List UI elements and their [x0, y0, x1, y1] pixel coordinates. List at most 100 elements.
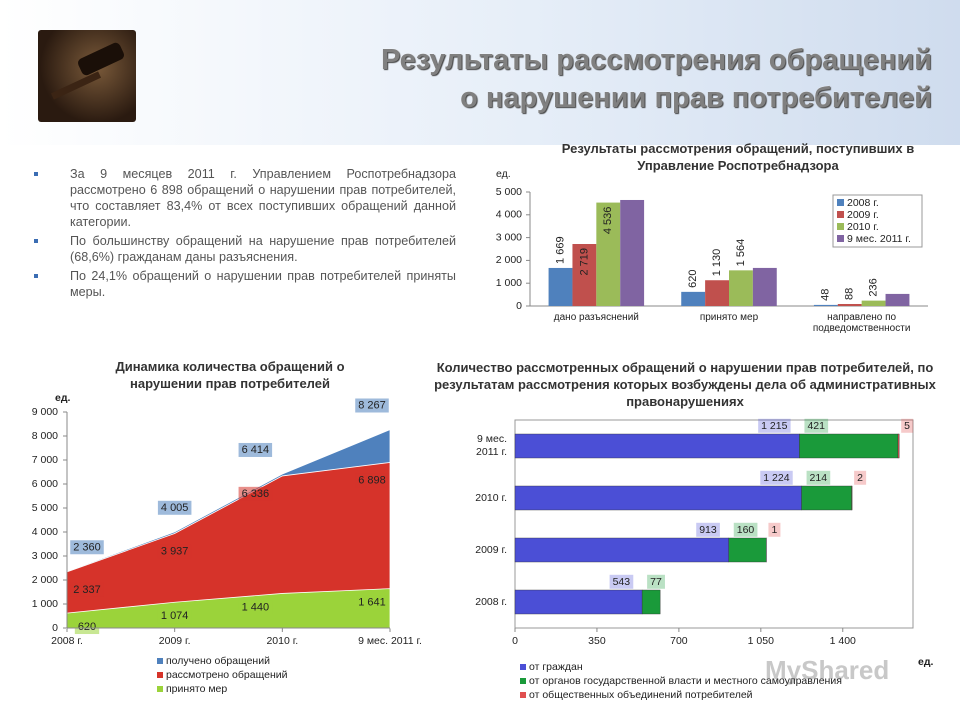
y-tick-label: 2009 г.: [475, 544, 507, 556]
x-tick-label: направлено по подведомственности: [812, 312, 911, 334]
y-tick-label: 0: [516, 300, 522, 312]
x-axis-label: ед.: [918, 656, 934, 668]
value-label: 2: [857, 472, 863, 484]
bar: [861, 300, 886, 306]
value-label: 6 898: [358, 474, 386, 486]
y-tick-label: 2 000: [496, 254, 522, 266]
legend-box: [832, 194, 923, 248]
y-tick-label: 4 000: [32, 526, 58, 538]
y-tick-label: 5 000: [32, 502, 58, 514]
x-tick-label: 2010 г.: [266, 635, 298, 647]
bar: [548, 267, 573, 306]
legend-swatch: [157, 658, 163, 664]
value-label: 1 130: [711, 249, 723, 277]
y-tick-label: 2 000: [32, 574, 58, 586]
value-label: 8 267: [358, 399, 386, 411]
bullet: По 24,1% обращений о нарушении прав потр…: [34, 269, 456, 299]
value-label-box: [804, 418, 829, 433]
bar: [729, 270, 753, 306]
value-label-box: [70, 540, 104, 555]
legend-label: 9 мес. 2011 г.: [847, 233, 911, 245]
value-label-box: [760, 470, 793, 485]
value-label-box: [758, 418, 791, 433]
y-tick-label: 2008 г.: [475, 596, 507, 608]
legend-swatch: [157, 672, 163, 678]
value-label: 2 337: [73, 584, 101, 596]
legend-label: от граждан: [529, 661, 583, 673]
value-label: 160: [737, 524, 755, 536]
chart-title: Результаты рассмотрения обращений, посту…: [561, 141, 915, 173]
header-band: [0, 0, 960, 145]
value-label: 5: [904, 420, 910, 432]
value-label: 88: [844, 288, 856, 300]
bar: [572, 244, 597, 306]
x-tick-label: принято мер: [699, 312, 759, 323]
bullet-list: За 9 месяцев 2011 г. Управлением Роспотр…: [30, 166, 456, 303]
x-tick-label: 2008 г.: [51, 635, 83, 647]
value-label: 1 074: [161, 610, 189, 622]
value-label-box: [355, 473, 389, 488]
y-tick-label: 0: [52, 622, 58, 634]
plot-frame: [514, 419, 914, 629]
x-tick-label: 700: [670, 635, 688, 647]
x-tick-label: 2009 г.: [159, 635, 191, 647]
value-label-box: [733, 522, 758, 537]
y-tick-label: 3 000: [496, 231, 522, 243]
bar-segment: [897, 433, 900, 459]
value-label-box: [157, 500, 192, 515]
legend-swatch: [520, 678, 526, 684]
bar: [813, 304, 838, 306]
value-label: 4 005: [161, 502, 189, 514]
y-tick-label: 2010 г.: [475, 492, 507, 504]
legend-swatch: [837, 223, 844, 230]
value-label: 1 641: [358, 597, 386, 609]
bar: [596, 202, 621, 306]
value-label: 77: [650, 576, 662, 588]
y-tick-label: 3 000: [32, 550, 58, 562]
y-tick-label: 9 мес. 2011 г.: [476, 433, 507, 458]
value-label-box: [901, 418, 914, 433]
legend-swatch: [157, 686, 163, 692]
value-label-box: [355, 595, 389, 610]
legend-label: 2009 г.: [847, 209, 879, 221]
value-label-box: [768, 522, 781, 537]
y-tick-label: 7 000: [32, 454, 58, 466]
bar: [885, 293, 910, 306]
value-label: 2 360: [73, 541, 101, 553]
x-tick-label: 9 мес. 2011 г.: [358, 635, 422, 647]
value-label-box: [647, 574, 665, 589]
bar: [620, 199, 645, 306]
y-tick-label: 1 000: [32, 598, 58, 610]
value-label: 3 937: [161, 545, 189, 557]
x-tick-label: 1 050: [748, 635, 774, 647]
bar-segment: [514, 485, 802, 511]
value-label: 1 215: [761, 420, 787, 432]
bar: [837, 303, 862, 306]
gavel-image: [38, 30, 136, 122]
bar: [681, 291, 706, 306]
value-label-box: [238, 442, 273, 457]
value-label: 421: [807, 420, 825, 432]
legend-label: принято мер: [166, 683, 227, 695]
legend-swatch: [837, 199, 844, 206]
x-tick-label: дано разъяснений: [553, 312, 639, 323]
value-label-box: [157, 609, 192, 624]
x-tick-label: 1 400: [830, 635, 856, 647]
value-label-box: [74, 620, 100, 635]
value-label-box: [157, 544, 192, 559]
value-label: 1 440: [242, 601, 270, 613]
watermark: MyShared: [765, 655, 890, 685]
value-label: 543: [613, 576, 631, 588]
legend-swatch: [520, 664, 526, 670]
value-label-box: [238, 486, 273, 501]
value-label-box: [355, 398, 389, 413]
legend-label: от общественных объединений потребителей: [529, 689, 753, 701]
y-tick-label: 8 000: [32, 430, 58, 442]
value-label: 214: [810, 472, 828, 484]
bar-segment: [514, 433, 800, 459]
bar-segment: [728, 537, 767, 563]
y-tick-label: 4 000: [496, 209, 522, 221]
bar-segment: [514, 537, 729, 563]
value-label: 913: [699, 524, 717, 536]
